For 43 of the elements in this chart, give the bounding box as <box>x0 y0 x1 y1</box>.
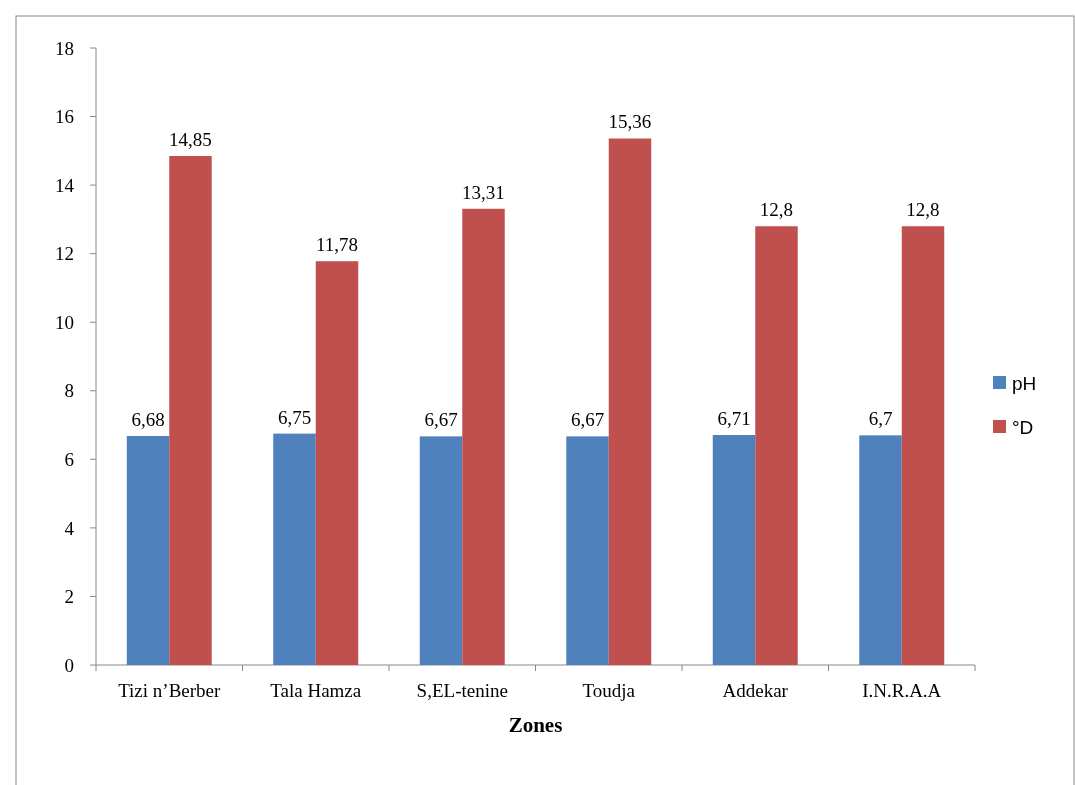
bar <box>901 226 945 665</box>
y-tick-label: 8 <box>64 380 74 402</box>
data-label: 6,67 <box>424 409 458 431</box>
bar <box>126 436 170 665</box>
x-tick-label: Tala Hamza <box>270 680 362 701</box>
bar <box>462 208 505 665</box>
bar <box>315 261 359 665</box>
x-axis-title: Zones <box>508 713 563 737</box>
y-tick-label: 4 <box>64 517 75 539</box>
data-label: 6,67 <box>570 409 605 431</box>
bar <box>859 435 902 665</box>
y-tick-label: 6 <box>64 448 74 470</box>
y-tick-label: 0 <box>64 654 74 676</box>
y-tick-label: 12 <box>55 243 74 265</box>
data-label: 12,8 <box>759 199 794 221</box>
data-label: 11,78 <box>315 234 359 256</box>
data-label: 12,8 <box>906 199 940 221</box>
bar <box>273 433 316 665</box>
bar <box>419 436 463 665</box>
x-tick-label: S,EL-tenine <box>416 680 508 701</box>
data-label: 6,7 <box>868 408 893 430</box>
data-label: 6,68 <box>131 409 165 431</box>
y-tick-label: 2 <box>64 586 74 608</box>
bar <box>712 435 756 665</box>
y-tick-label: 14 <box>55 174 75 196</box>
data-label: 13,31 <box>462 181 505 203</box>
data-label: 15,36 <box>608 111 652 133</box>
data-label: 6,75 <box>277 406 312 428</box>
bar <box>169 155 212 665</box>
x-tick-label: Toudja <box>582 680 636 701</box>
y-tick-label: 18 <box>55 37 74 59</box>
x-tick-label: I.N.R.A.A <box>862 680 942 701</box>
y-tick-label: 16 <box>55 106 74 128</box>
bar <box>755 226 798 665</box>
bar <box>566 436 609 665</box>
bar <box>608 138 652 665</box>
legend-label: °D <box>1012 416 1034 438</box>
data-label: 6,71 <box>717 408 751 429</box>
data-label: 14,85 <box>169 128 212 150</box>
y-tick-label: 10 <box>55 311 74 333</box>
legend-label: pH <box>1012 372 1037 394</box>
x-tick-label: Tizi n’Berber <box>118 680 222 701</box>
x-tick-label: Addekar <box>722 680 789 701</box>
